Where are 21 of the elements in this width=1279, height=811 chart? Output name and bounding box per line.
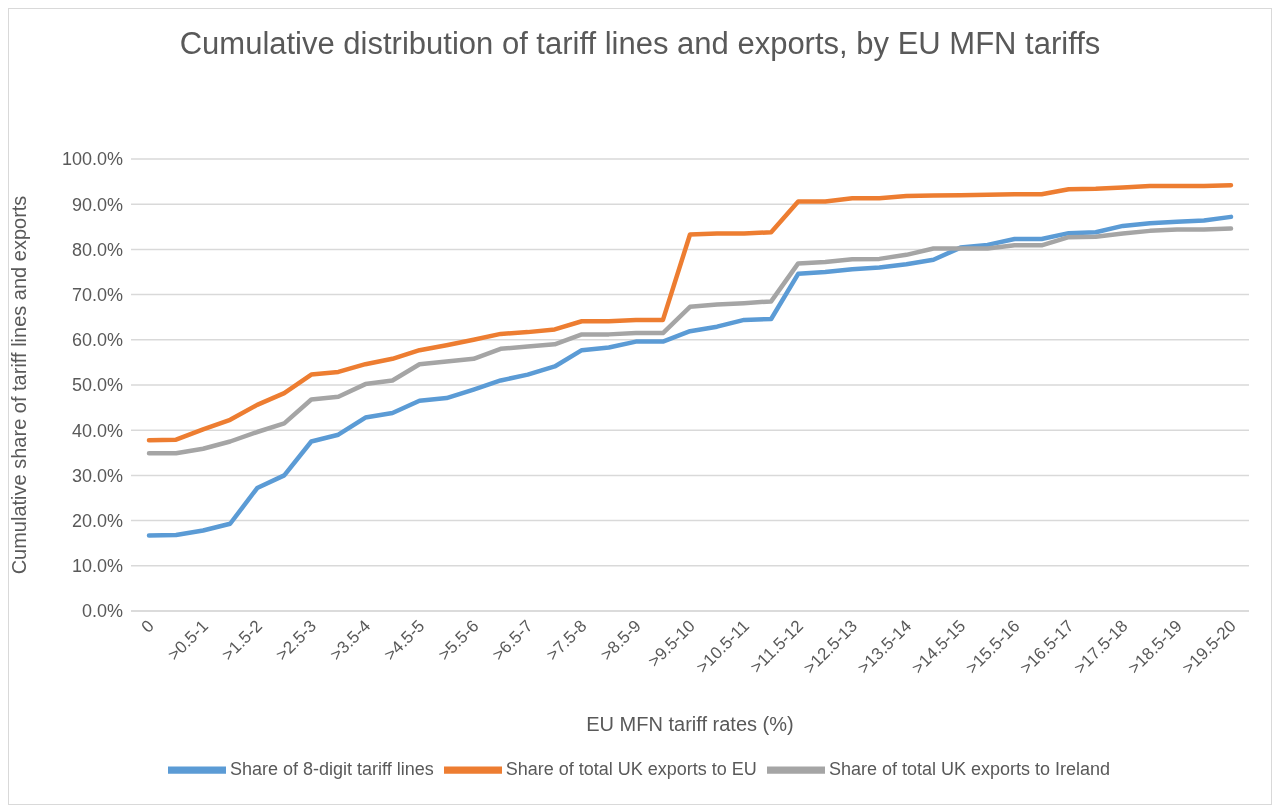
line-series (146, 214, 1234, 538)
legend-label: Share of total UK exports to Ireland (828, 758, 1111, 779)
y-tick-label: 30.0% (71, 465, 123, 486)
y-tick-label: 0.0% (81, 601, 123, 622)
y-tick-label: 90.0% (71, 194, 123, 215)
legend-label: Share of 8-digit tariff lines (229, 758, 434, 779)
y-tick-label: 10.0% (71, 556, 123, 577)
y-tick-label: 70.0% (71, 284, 123, 305)
y-tick-label: 40.0% (71, 420, 123, 441)
y-tick-label: 20.0% (71, 510, 123, 531)
y-tick-label: 80.0% (71, 239, 123, 260)
y-tick-label: 100.0% (61, 149, 123, 170)
y-tick-label: 60.0% (71, 330, 123, 351)
y-axis-title: Cumulative share of tariff lines and exports (8, 195, 31, 575)
legend-label: Share of total UK exports to EU (505, 758, 757, 779)
x-tick-label: 0 (137, 616, 158, 637)
x-axis-title: EU MFN tariff rates (%) (586, 713, 794, 735)
line-series (146, 226, 1234, 456)
chart-title: Cumulative distribution of tariff lines and exports, by EU MFN tariffs (178, 25, 1102, 63)
line-series (146, 182, 1234, 443)
y-tick-label: 50.0% (71, 375, 123, 396)
